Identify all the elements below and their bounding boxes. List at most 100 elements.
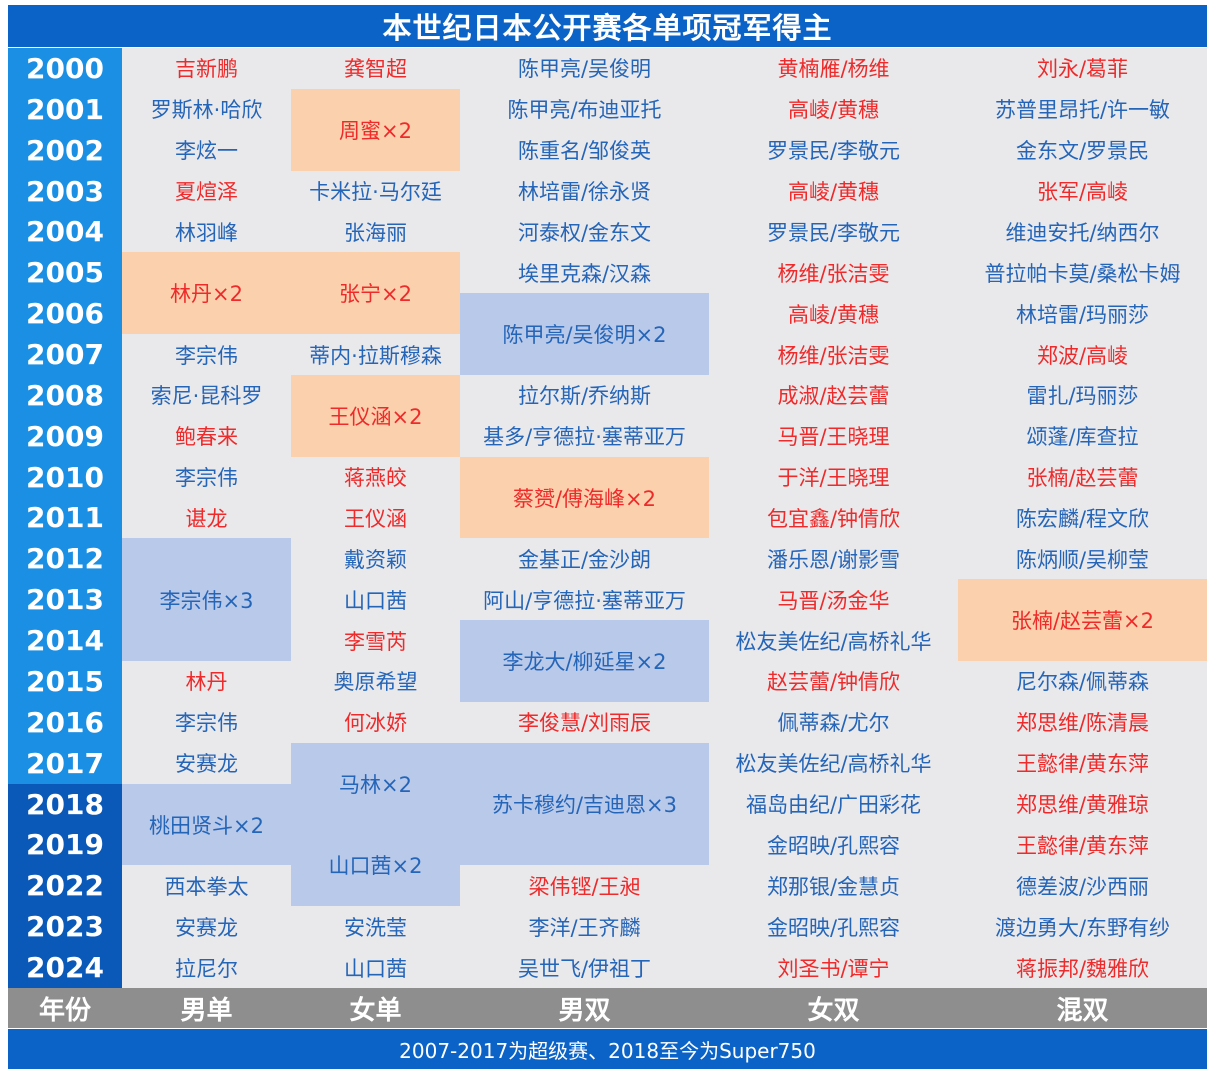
womens-singles-cell: 安洗莹 (344, 915, 407, 940)
mixed-doubles-cell: 渡边勇大/东野有纱 (994, 915, 1171, 940)
mens-singles-cell: 桃田贤斗×2 (122, 783, 291, 866)
mixed-doubles-cell: 颂蓬/库查拉 (1026, 425, 1139, 450)
womens-singles-cell: 张宁×2 (291, 252, 460, 335)
womens-singles-cell: 王仪涵 (344, 506, 407, 531)
mixed-doubles-cell: 张楠/赵芸蕾×2 (958, 579, 1207, 662)
year-label: 2018 (8, 783, 122, 825)
womens-doubles-cell: 于洋/王晓理 (777, 466, 890, 491)
mens-singles-cell: 李宗伟 (175, 343, 238, 368)
mens-doubles-cell: 李洋/王齐麟 (528, 915, 641, 940)
mens-singles-cell: 李宗伟 (175, 466, 238, 491)
mixed-doubles-cell: 张楠/赵芸蕾 (1026, 466, 1139, 491)
mixed-doubles-cell: 王懿律/黄东萍 (1015, 752, 1150, 777)
womens-doubles-cell: 潘乐恩/谢影雪 (766, 547, 901, 572)
year-label: 2002 (8, 129, 122, 171)
mens-doubles-cell: 陈甲亮/布迪亚托 (507, 98, 662, 123)
column-header-row: 年份 男单 女单 男双 女双 混双 (8, 988, 1207, 1028)
mens-doubles-cell: 苏卡穆约/吉迪恩×3 (460, 742, 709, 866)
mens-singles-cell: 林丹 (185, 670, 228, 695)
womens-singles-cell: 卡米拉·马尔廷 (309, 180, 442, 205)
year-label: 2024 (8, 947, 122, 988)
year-label: 2022 (8, 865, 122, 907)
mixed-doubles-cell: 郑思维/陈清晨 (1015, 711, 1150, 736)
mixed-doubles-cell: 郑思维/黄雅琼 (1015, 793, 1150, 818)
mens-doubles-cell: 梁伟铿/王昶 (528, 874, 641, 899)
womens-singles-cell: 奥原希望 (333, 670, 418, 695)
year-label: 2008 (8, 374, 122, 416)
mens-doubles-cell: 河泰权/金东文 (517, 220, 652, 245)
mixed-doubles-cell: 普拉帕卡莫/桑松卡姆 (984, 261, 1181, 286)
womens-doubles-cell: 罗景民/李敬元 (766, 139, 901, 164)
mixed-doubles-cell: 郑波/高崚 (1036, 343, 1129, 368)
womens-singles-cell: 蒂内·拉斯穆森 (309, 343, 442, 368)
header-mixed-doubles: 混双 (1056, 995, 1109, 1026)
mixed-doubles-cell: 雷扎/玛丽莎 (1026, 384, 1139, 409)
womens-singles-cell: 李雪芮 (344, 629, 407, 654)
womens-singles-cell: 马林×2 (291, 742, 460, 825)
womens-singles-cell: 山口茜 (344, 588, 407, 613)
year-label: 2019 (8, 824, 122, 866)
womens-doubles-cell: 高崚/黄穗 (787, 302, 880, 327)
mixed-doubles-cell: 王懿律/黄东萍 (1015, 833, 1150, 858)
mixed-doubles-cell: 苏普里昂托/许一敏 (994, 98, 1171, 123)
mens-singles-cell: 李宗伟 (175, 711, 238, 736)
womens-singles-cell: 王仪涵×2 (291, 374, 460, 457)
womens-singles-cell: 周蜜×2 (291, 88, 460, 171)
year-label: 2007 (8, 334, 122, 375)
year-label: 2009 (8, 415, 122, 457)
mens-singles-cell: 罗斯林·哈欣 (150, 98, 263, 123)
footer-note: 2007-2017为超级赛、2018至今为Super750 (8, 1029, 1207, 1069)
mens-doubles-cell: 陈甲亮/吴俊明 (517, 57, 652, 82)
womens-doubles-cell: 成淑/赵芸蕾 (777, 384, 890, 409)
year-label: 2000 (8, 48, 122, 89)
year-label: 2004 (8, 211, 122, 253)
womens-singles-cell: 龚智超 (344, 57, 407, 82)
year-label: 2003 (8, 170, 122, 212)
womens-doubles-cell: 马晋/王晓理 (777, 425, 890, 450)
mixed-doubles-cell: 刘永/葛菲 (1036, 57, 1129, 82)
year-label: 2013 (8, 579, 122, 621)
mens-singles-cell: 鲍春来 (175, 425, 238, 450)
womens-doubles-cell: 罗景民/李敬元 (766, 220, 901, 245)
mixed-doubles-cell: 陈宏麟/程文欣 (1015, 506, 1150, 531)
mens-singles-cell: 西本拳太 (164, 874, 249, 899)
mens-singles-cell: 拉尼尔 (175, 956, 238, 981)
header-womens-doubles: 女双 (807, 995, 860, 1026)
womens-singles-cell: 戴资颖 (344, 547, 407, 572)
mens-doubles-cell: 拉尔斯/乔纳斯 (517, 384, 652, 409)
mens-singles-cell: 林羽峰 (175, 220, 238, 245)
womens-doubles-cell: 福岛由纪/广田彩花 (745, 793, 922, 818)
womens-doubles-cell: 松友美佐纪/高桥礼华 (735, 629, 932, 654)
womens-doubles-cell: 高崚/黄穗 (787, 180, 880, 205)
mens-singles-cell: 安赛龙 (175, 915, 238, 940)
womens-doubles-cell: 松友美佐纪/高桥礼华 (735, 752, 932, 777)
mens-doubles-cell: 林培雷/徐永贤 (517, 180, 652, 205)
mens-doubles-cell: 基多/亨德拉·塞蒂亚万 (483, 425, 686, 450)
mixed-doubles-cell: 维迪安托/纳西尔 (1005, 220, 1160, 245)
year-label: 2010 (8, 456, 122, 498)
mixed-doubles-cell: 林培雷/玛丽莎 (1015, 302, 1150, 327)
mixed-doubles-cell: 金东文/罗景民 (1015, 139, 1150, 164)
header-mens-singles: 男单 (180, 995, 233, 1026)
womens-singles-cell: 山口茜 (344, 956, 407, 981)
womens-singles-cell: 山口茜×2 (291, 824, 460, 907)
womens-doubles-cell: 金昭映/孔熙容 (766, 915, 901, 940)
womens-singles-cell: 蒋燕皎 (344, 466, 407, 491)
mens-doubles-cell: 金基正/金沙朗 (517, 547, 652, 572)
womens-doubles-cell: 黄楠雁/杨维 (777, 57, 890, 82)
year-label: 2001 (8, 88, 122, 130)
mixed-doubles-cell: 尼尔森/佩蒂森 (1015, 670, 1150, 695)
mens-singles-cell: 吉新鹏 (175, 57, 238, 82)
mixed-doubles-cell: 蒋振邦/魏雅欣 (1015, 956, 1150, 981)
mens-doubles-cell: 陈甲亮/吴俊明×2 (460, 293, 709, 375)
womens-doubles-cell: 赵芸蕾/钟倩欣 (766, 670, 901, 695)
year-label: 2016 (8, 701, 122, 743)
mens-singles-cell: 李宗伟×3 (122, 538, 291, 662)
womens-doubles-cell: 包宜鑫/钟倩欣 (766, 506, 901, 531)
mens-singles-cell: 夏煊泽 (175, 180, 238, 205)
header-year: 年份 (38, 995, 91, 1026)
womens-singles-cell: 张海丽 (344, 220, 407, 245)
header-mens-doubles: 男双 (558, 995, 611, 1026)
womens-doubles-cell: 高崚/黄穗 (787, 98, 880, 123)
mens-singles-cell: 李炫一 (175, 139, 238, 164)
